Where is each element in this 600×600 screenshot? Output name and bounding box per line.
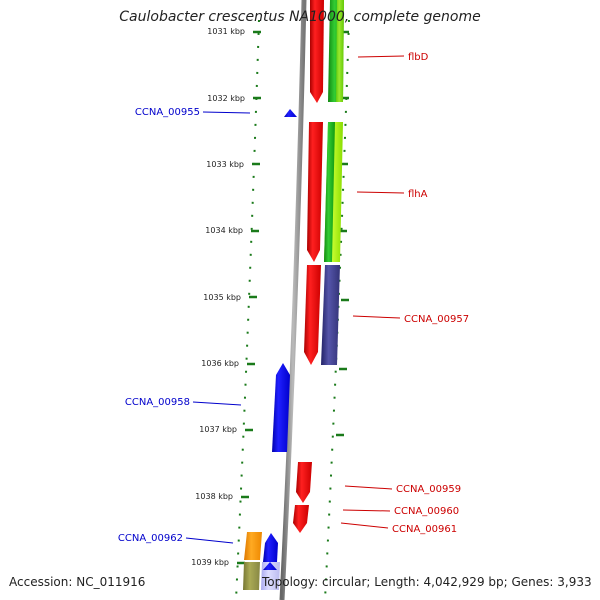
tick-label-1032: 1032 kbp <box>207 94 245 103</box>
tick-label-1037: 1037 kbp <box>199 425 237 434</box>
map-title: Caulobacter crescentus NA1000, complete … <box>119 9 481 25</box>
label-ccna00955[interactable]: CCNA_00955 <box>135 107 200 118</box>
tick-label-1031: 1031 kbp <box>207 27 245 36</box>
gene-ccna00962[interactable] <box>263 533 278 562</box>
gene-ccna00958[interactable] <box>272 363 290 452</box>
label-ccna00962[interactable]: CCNA_00962 <box>118 533 183 544</box>
accession-text: Accession: NC_011916 <box>9 575 146 589</box>
tick-label-1039: 1039 kbp <box>191 558 229 567</box>
label-ccna00958[interactable]: CCNA_00958 <box>125 397 190 408</box>
forward-genes <box>293 0 324 533</box>
label-ccna00960[interactable]: CCNA_00960 <box>394 506 459 517</box>
tick-label-1033: 1033 kbp <box>206 160 244 169</box>
tick-label-1036: 1036 kbp <box>201 359 239 368</box>
gene-flhA[interactable] <box>307 122 323 262</box>
gene-ccna00955[interactable] <box>284 109 297 117</box>
tick-label-1038: 1038 kbp <box>195 492 233 501</box>
reverse-genes <box>263 109 297 570</box>
category-ring <box>243 0 344 590</box>
gene-flbD[interactable] <box>310 0 324 103</box>
inner-tick-ring <box>235 19 260 600</box>
label-flbD[interactable]: flbD <box>408 52 429 63</box>
label-ccna00959[interactable]: CCNA_00959 <box>396 484 461 495</box>
genome-summary-text: Topology: circular; Length: 4,042,929 bp… <box>262 575 592 589</box>
gene-ccna00962b[interactable] <box>263 562 277 570</box>
label-flhA[interactable]: flhA <box>408 189 428 200</box>
genome-backbone <box>279 0 307 600</box>
tick-label-1035: 1035 kbp <box>203 293 241 302</box>
gene-ccna00957[interactable] <box>304 265 321 365</box>
label-ccna00957[interactable]: CCNA_00957 <box>404 314 469 325</box>
gene-ccna00960-61[interactable] <box>293 505 309 533</box>
tick-label-1034: 1034 kbp <box>205 226 243 235</box>
gene-ccna00959[interactable] <box>296 462 312 503</box>
label-ccna00961[interactable]: CCNA_00961 <box>392 524 457 535</box>
leader-lines <box>185 55 405 544</box>
